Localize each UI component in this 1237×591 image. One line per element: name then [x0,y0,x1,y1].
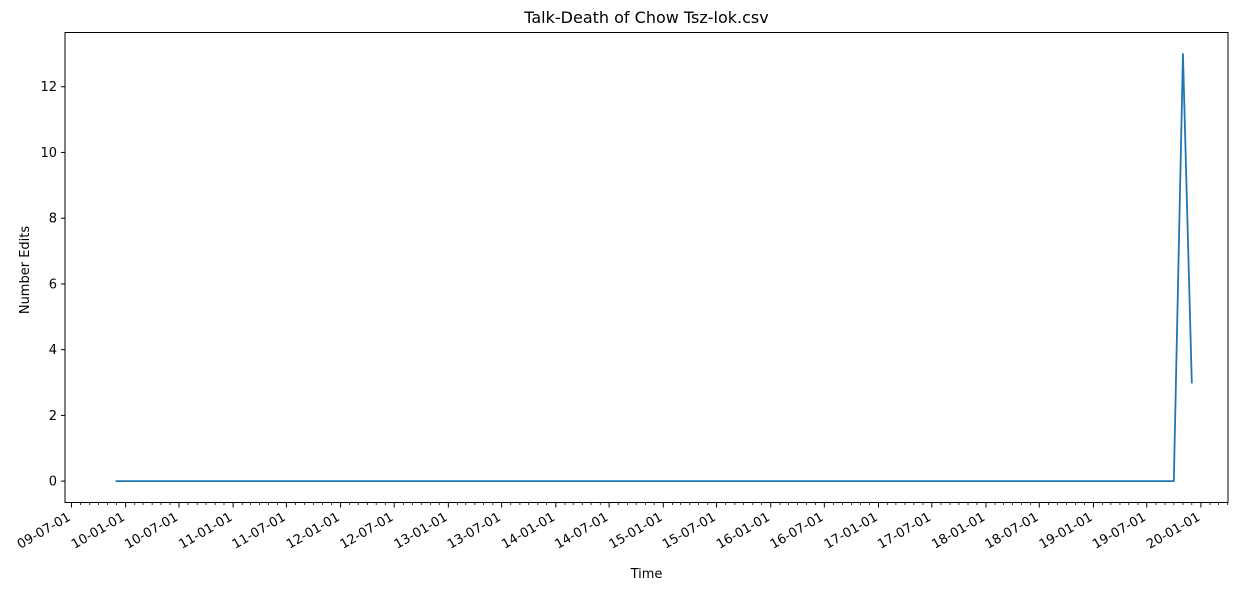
x-tick-label: 12-07-01 [338,510,397,552]
x-tick-label: 14-07-01 [552,510,611,552]
x-tick-label: 20-01-01 [1144,510,1203,552]
y-tick-label: 12 [40,80,57,95]
chart-title: Talk-Death of Chow Tsz-lok.csv [523,8,768,27]
y-tick-label: 2 [49,409,57,424]
x-tick-label: 14-01-01 [499,510,558,552]
x-tick-label: 16-07-01 [768,510,827,552]
series-line [115,52,1193,483]
y-tick-label: 0 [49,475,57,490]
x-tick-label: 10-01-01 [69,510,128,552]
y-tick-label: 6 [49,277,57,292]
plot-frame [64,32,1229,503]
x-tick-label: 18-07-01 [983,510,1042,552]
series-layer [115,52,1193,483]
x-tick-label: 13-07-01 [445,510,504,552]
x-tick-label: 15-07-01 [660,510,719,552]
x-tick-label: 11-01-01 [177,510,236,552]
x-axis-ticks: 09-07-0110-01-0110-07-0111-01-0111-07-01… [15,502,1229,552]
x-tick-label: 16-01-01 [714,510,773,552]
x-tick-label: 17-01-01 [822,510,881,552]
x-tick-label: 10-07-01 [122,510,181,552]
y-axis-label: Number Edits [18,226,33,315]
x-tick-label: 19-01-01 [1037,510,1096,552]
x-tick-label: 17-07-01 [875,510,934,552]
x-tick-label: 11-07-01 [230,510,289,552]
y-tick-label: 4 [49,343,57,358]
x-tick-label: 12-01-01 [284,510,343,552]
x-tick-label: 15-01-01 [607,510,666,552]
x-tick-label: 13-01-01 [392,510,451,552]
y-axis-ticks: 0 2 4 6 8 10 12 [40,80,65,490]
x-axis-label: Time [630,567,663,582]
x-tick-label: 19-07-01 [1090,510,1149,552]
y-tick-label: 10 [40,146,57,161]
y-tick-label: 8 [49,212,57,227]
x-tick-label: 18-01-01 [929,510,988,552]
x-tick-label: 09-07-01 [15,510,74,552]
